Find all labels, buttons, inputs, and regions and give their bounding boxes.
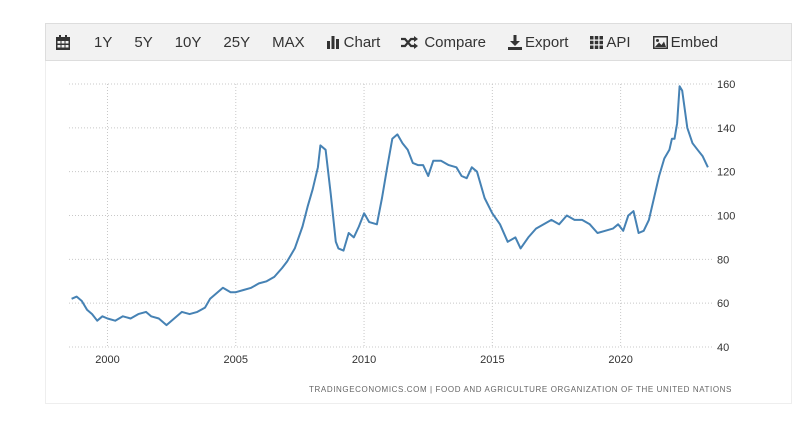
embed-label: Embed	[670, 33, 719, 51]
x-tick-label: 2000	[95, 354, 119, 366]
range-5y-button[interactable]: 5Y	[134, 33, 153, 51]
y-tick-label: 40	[717, 342, 729, 354]
chart-toolbar: 1Y 5Y 10Y 25Y MAX Chart Compare Export	[45, 23, 792, 61]
compare-label: Compare	[424, 33, 487, 51]
grid-icon	[590, 35, 604, 49]
x-tick-label: 2020	[608, 354, 632, 366]
image-icon	[652, 35, 668, 49]
axis-tick-labels: 40 60 80 100 120 140 160 2000 2005 2010 2015 2020	[95, 79, 735, 366]
calendar-button[interactable]	[56, 24, 70, 60]
range-25y-button[interactable]: 25Y	[223, 33, 251, 51]
chart-type-button[interactable]: Chart	[326, 24, 381, 60]
range-max-button[interactable]: MAX	[272, 33, 305, 51]
range-1y-button[interactable]: 1Y	[94, 33, 113, 51]
x-tick-label: 2010	[352, 354, 376, 366]
grid-lines	[69, 83, 713, 348]
chart-type-label: Chart	[343, 33, 381, 51]
export-label: Export	[525, 33, 569, 51]
series-line	[71, 85, 709, 327]
api-button[interactable]: API	[590, 24, 631, 60]
y-tick-label: 100	[717, 211, 735, 223]
calendar-icon	[56, 34, 70, 50]
api-label: API	[606, 33, 631, 51]
download-icon	[508, 34, 523, 50]
y-tick-label: 60	[717, 298, 729, 310]
y-tick-label: 140	[717, 123, 735, 135]
range-10y-button[interactable]: 10Y	[174, 33, 202, 51]
y-tick-label: 120	[717, 167, 735, 179]
chart-panel: 40 60 80 100 120 140 160 2000 2005 2010 2015 2020 T…	[45, 61, 792, 404]
y-tick-label: 80	[717, 254, 729, 266]
shuffle-icon	[401, 35, 419, 49]
export-button[interactable]: Export	[508, 24, 568, 60]
source-credit: TRADINGECONOMICS.COM | FOOD AND AGRICULT…	[309, 385, 732, 394]
x-tick-label: 2005	[224, 354, 248, 366]
compare-button[interactable]: Compare	[401, 24, 486, 60]
y-tick-label: 160	[717, 79, 735, 91]
x-tick-label: 2015	[480, 354, 504, 366]
embed-button[interactable]: Embed	[652, 24, 719, 60]
line-chart: 40 60 80 100 120 140 160 2000 2005 2010 2015 2020 T…	[69, 79, 735, 394]
bar-chart-icon	[326, 36, 339, 49]
